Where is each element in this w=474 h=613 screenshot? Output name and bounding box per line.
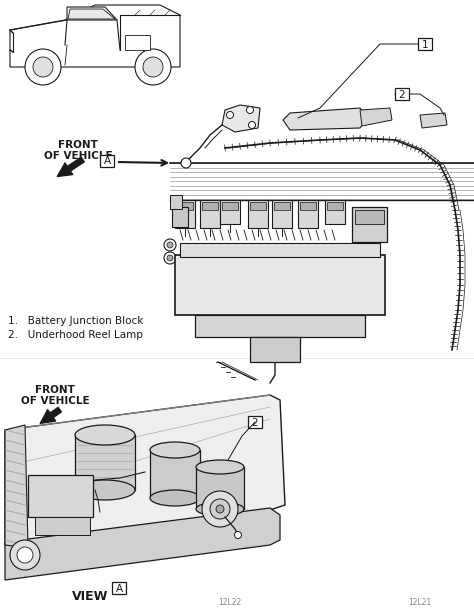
Bar: [170, 195, 182, 209]
Bar: [355, 210, 384, 224]
Bar: [250, 337, 300, 362]
Bar: [222, 202, 238, 210]
Polygon shape: [360, 108, 392, 126]
Bar: [325, 200, 345, 224]
Circle shape: [202, 491, 238, 527]
Circle shape: [82, 511, 88, 516]
Polygon shape: [68, 9, 115, 19]
Bar: [327, 202, 343, 210]
Polygon shape: [283, 108, 368, 130]
Circle shape: [235, 531, 241, 538]
Circle shape: [82, 476, 88, 481]
Polygon shape: [420, 113, 447, 128]
Bar: [28, 475, 93, 517]
Text: OF VEHICLE: OF VEHICLE: [44, 151, 112, 161]
Ellipse shape: [150, 442, 200, 458]
Bar: [352, 207, 387, 242]
Circle shape: [346, 322, 354, 330]
Circle shape: [248, 121, 255, 129]
Circle shape: [181, 158, 191, 168]
Text: 2: 2: [252, 417, 258, 427]
Circle shape: [167, 255, 173, 261]
Text: A: A: [116, 584, 123, 593]
Bar: [202, 202, 218, 210]
Bar: [150, 450, 200, 498]
Bar: [196, 467, 244, 509]
Circle shape: [164, 239, 176, 251]
Text: 1.   Battery Junction Block: 1. Battery Junction Block: [8, 316, 143, 326]
Circle shape: [29, 511, 35, 516]
FancyArrowPatch shape: [57, 157, 84, 177]
Bar: [100, 155, 114, 167]
Circle shape: [143, 57, 163, 77]
Bar: [200, 200, 220, 228]
Bar: [175, 255, 385, 315]
Ellipse shape: [196, 460, 244, 474]
Circle shape: [246, 107, 254, 113]
Text: 12L22: 12L22: [219, 598, 242, 607]
Bar: [248, 416, 262, 428]
Circle shape: [167, 242, 173, 248]
Bar: [272, 200, 292, 228]
Bar: [220, 200, 240, 224]
Ellipse shape: [75, 425, 135, 445]
Circle shape: [210, 499, 230, 519]
Circle shape: [17, 547, 33, 563]
Bar: [250, 202, 266, 210]
Circle shape: [25, 49, 61, 85]
Ellipse shape: [150, 490, 200, 506]
Bar: [112, 582, 126, 594]
Circle shape: [206, 322, 214, 330]
FancyArrowPatch shape: [40, 407, 61, 424]
Text: FRONT: FRONT: [58, 140, 98, 150]
Circle shape: [164, 252, 176, 264]
Polygon shape: [5, 425, 28, 548]
Polygon shape: [222, 105, 260, 132]
Text: OF VEHICLE: OF VEHICLE: [21, 396, 89, 406]
Text: 2.   Underhood Reel Lamp: 2. Underhood Reel Lamp: [8, 330, 143, 340]
Circle shape: [29, 476, 35, 481]
Polygon shape: [10, 5, 180, 67]
Bar: [75, 435, 135, 490]
Text: FRONT: FRONT: [35, 385, 75, 395]
Bar: [180, 243, 380, 257]
Bar: [125, 35, 150, 50]
Circle shape: [227, 112, 234, 118]
Ellipse shape: [196, 502, 244, 516]
Bar: [395, 88, 409, 100]
Polygon shape: [5, 395, 285, 545]
Bar: [175, 200, 195, 228]
Bar: [172, 207, 188, 227]
Bar: [195, 315, 365, 337]
Text: A: A: [103, 156, 110, 167]
Polygon shape: [67, 7, 117, 20]
Text: 1: 1: [422, 39, 428, 50]
Bar: [35, 517, 90, 535]
Bar: [274, 202, 290, 210]
Text: VIEW: VIEW: [72, 590, 108, 603]
Circle shape: [10, 540, 40, 570]
Ellipse shape: [75, 480, 135, 500]
Text: 12L21: 12L21: [409, 598, 432, 607]
Text: 2: 2: [399, 89, 405, 99]
Circle shape: [33, 57, 53, 77]
Bar: [248, 200, 268, 228]
Polygon shape: [5, 508, 280, 580]
Circle shape: [135, 49, 171, 85]
Bar: [418, 38, 432, 50]
Bar: [177, 202, 193, 210]
Bar: [300, 202, 316, 210]
Bar: [298, 200, 318, 228]
Circle shape: [216, 505, 224, 513]
